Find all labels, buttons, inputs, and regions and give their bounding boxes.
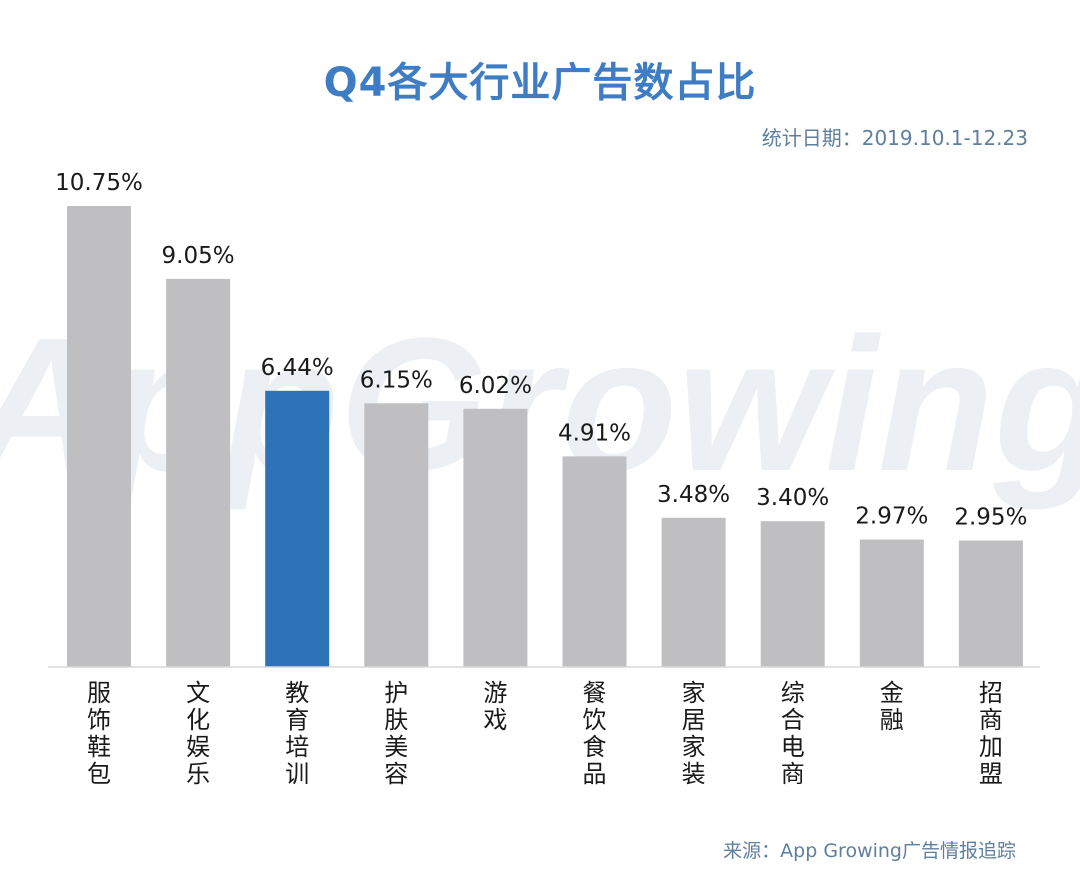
value-label-6: 4.91% (558, 420, 631, 446)
watermark-text: AppGrowing (0, 299, 1080, 511)
source-note: 来源：App Growing广告情报追踪 (723, 840, 1016, 862)
value-label-10: 2.95% (954, 505, 1027, 531)
value-label-5: 6.02% (459, 373, 532, 399)
value-label-3: 6.44% (261, 355, 334, 381)
bar-9 (859, 539, 924, 667)
bar-7 (661, 517, 726, 667)
value-label-8: 3.40% (756, 485, 829, 511)
category-label-8: 综合电商 (781, 679, 805, 788)
bar-10 (958, 540, 1023, 667)
chart-title: Q4各大行业广告数占比 (323, 60, 757, 106)
category-label-2: 文化娱乐 (186, 679, 210, 788)
value-label-4: 6.15% (360, 367, 433, 393)
category-label-7: 家居家装 (682, 679, 706, 788)
value-labels-group: 10.75% 9.05% 6.44% 6.15% 6.02% 4.91% 3.48% 3.40… (55, 170, 1027, 531)
bar-1 (67, 206, 131, 667)
category-label-4: 护肤美容 (384, 679, 408, 788)
category-label-5: 游戏 (483, 679, 507, 734)
category-label-9: 金融 (880, 679, 904, 734)
bar-5 (463, 408, 528, 667)
bars-group (67, 206, 1023, 667)
category-label-10: 招商加盟 (979, 679, 1003, 788)
date-range-label: 统计日期：2019.10.1-12.23 (761, 126, 1028, 150)
value-label-9: 2.97% (855, 504, 928, 530)
bar-8 (760, 521, 825, 667)
category-label-6: 餐饮食品 (583, 679, 607, 788)
value-label-7: 3.48% (657, 482, 730, 508)
category-label-3: 教育培训 (285, 679, 309, 788)
watermark: AppGrowing (0, 299, 1080, 511)
category-label-1: 服饰鞋包 (87, 679, 111, 788)
category-labels-group: 服饰鞋包 文化娱乐 教育培训 护肤美容 游戏 餐饮食品 家居家装 综合电商 金融 招商加盟 (87, 679, 1003, 788)
bar-4 (364, 403, 429, 667)
bar-6 (562, 456, 627, 667)
bar-2 (166, 278, 231, 667)
bar-3 (265, 390, 330, 667)
value-label-1: 10.75% (55, 170, 143, 196)
value-label-2: 9.05% (162, 243, 235, 269)
